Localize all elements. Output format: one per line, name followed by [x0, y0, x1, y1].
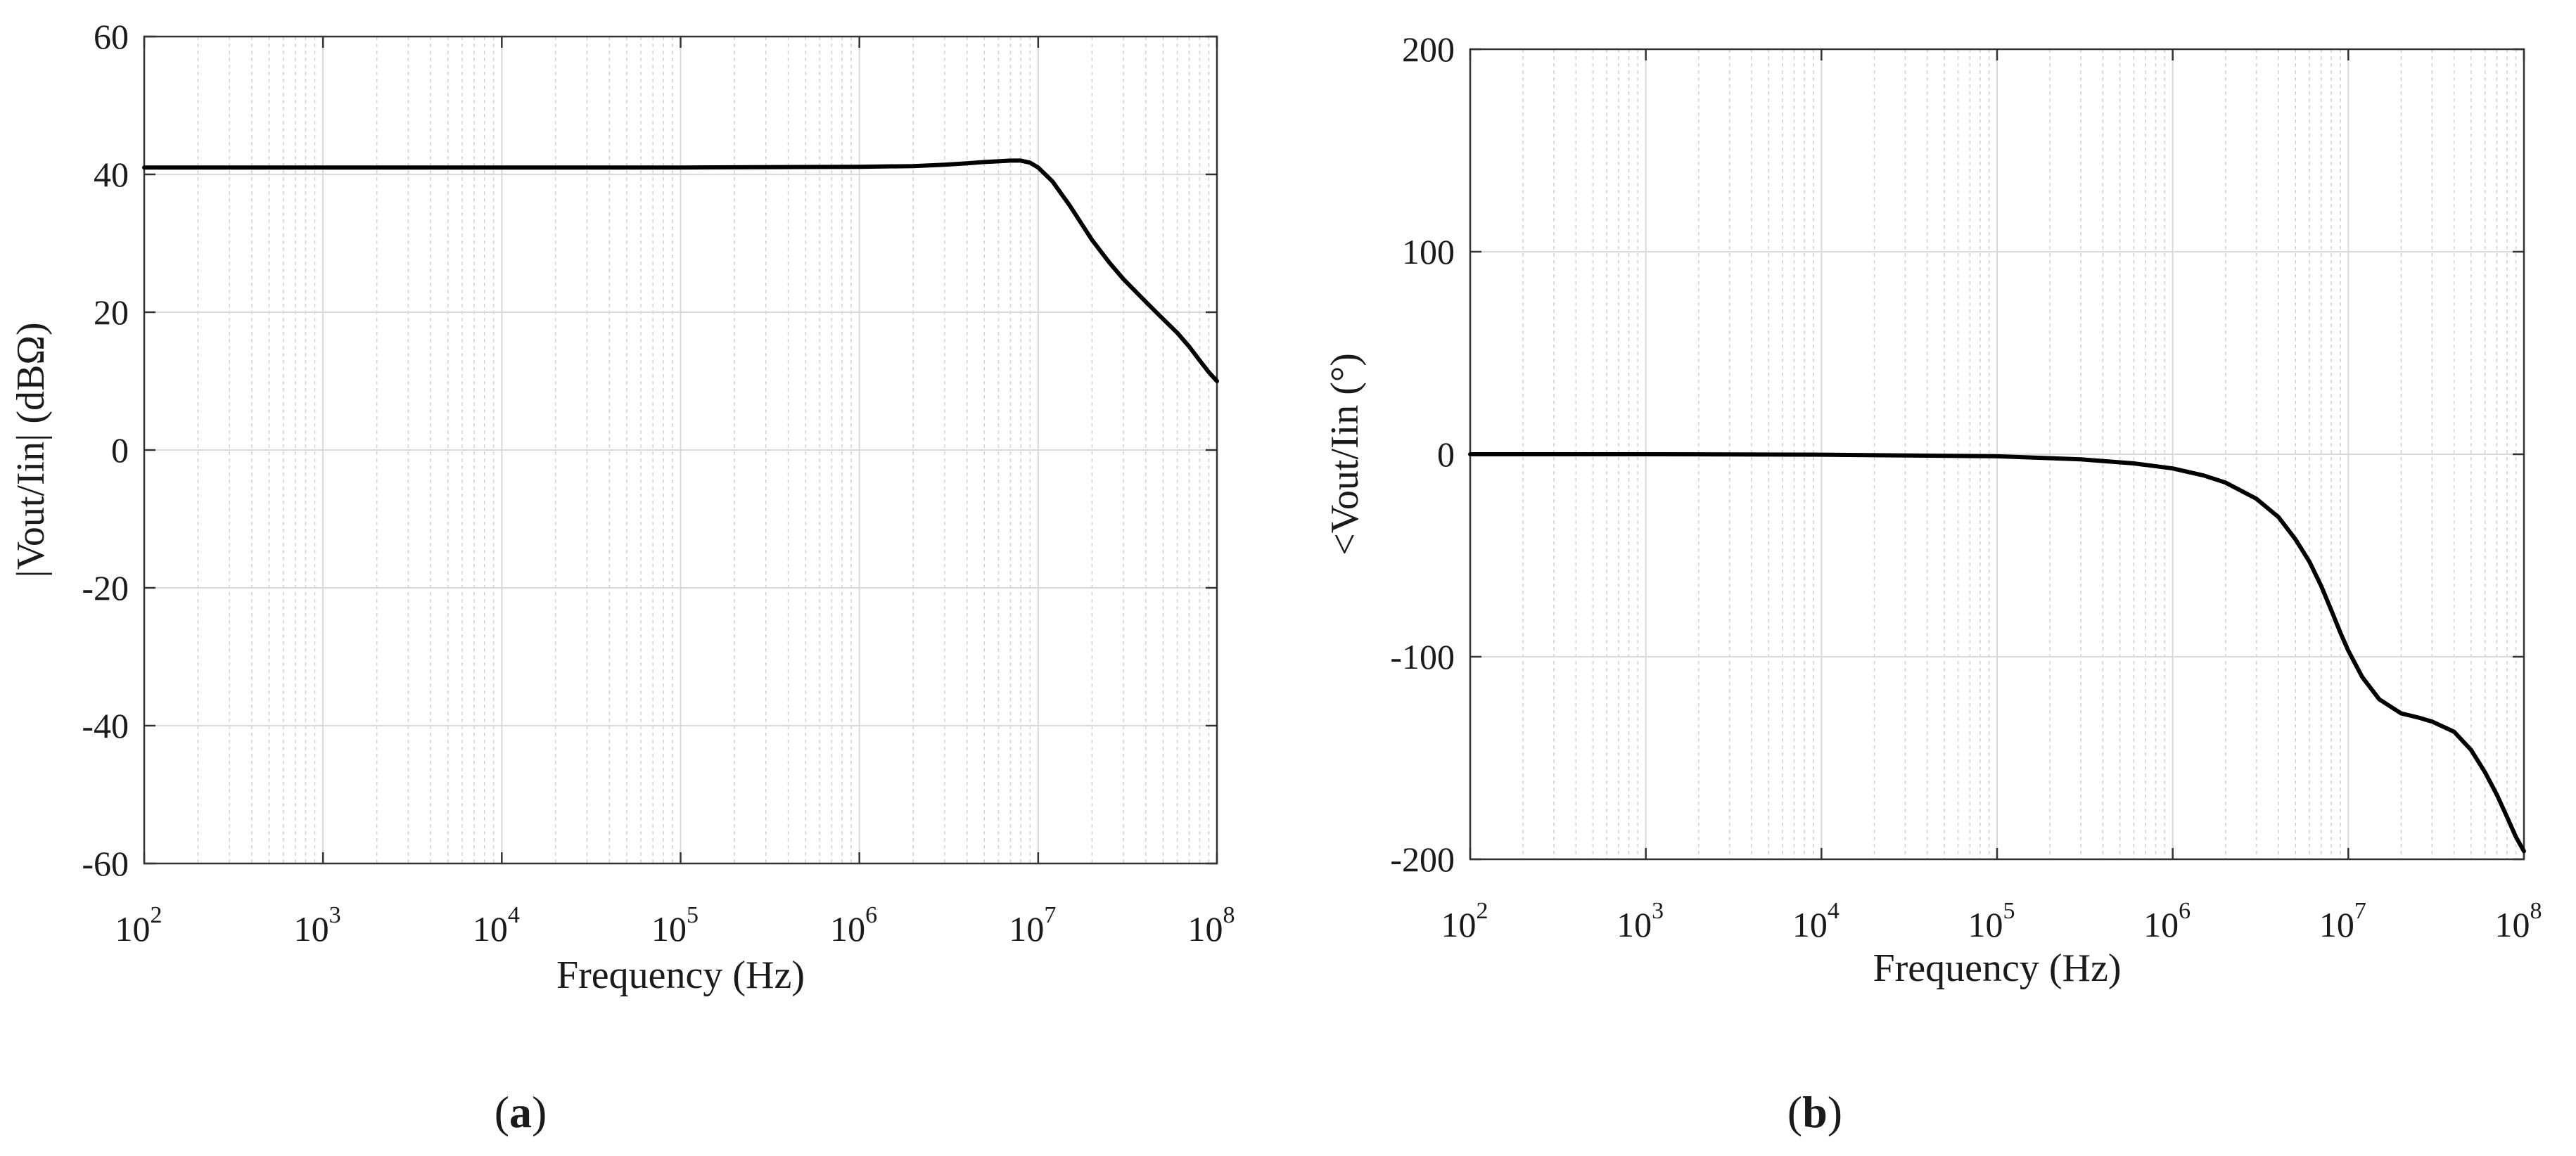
panel-label: (a) — [495, 1087, 547, 1137]
x-tick-label: 107 — [1009, 902, 1056, 949]
y-tick-label: 100 — [1402, 232, 1455, 271]
x-tick-label: 106 — [2143, 898, 2191, 944]
y-tick-label: 40 — [94, 155, 129, 194]
y-axis-title: <Vout/Iin (°) — [1323, 353, 1367, 555]
chart-panel-b: 102 103 104 105 106 107 108 -200 -100 0 100 200 Freq… — [1323, 30, 2542, 1137]
y-tick-label: 60 — [94, 17, 129, 56]
y-tick-label: 200 — [1402, 30, 1455, 69]
x-tick-label: 103 — [294, 902, 341, 949]
x-tick-label: 103 — [1617, 898, 1664, 944]
x-tick-label: 104 — [1792, 898, 1839, 944]
panel-label: (b) — [1787, 1087, 1842, 1137]
y-tick-label: 0 — [111, 430, 129, 470]
x-tick-label: 104 — [473, 902, 520, 949]
x-tick-label: 107 — [2319, 898, 2366, 944]
x-tick-label: 108 — [2495, 898, 2542, 944]
y-tick-label: -60 — [82, 844, 129, 883]
chart-panel-a: 102 103 104 105 106 107 108 -60 -40 -20 0 20 40 60 Fre… — [9, 17, 1235, 1137]
y-axis-title: |Vout/Iin| (dBΩ) — [9, 322, 53, 577]
series-line — [1468, 452, 2526, 854]
y-tick-label: -100 — [1390, 637, 1455, 676]
x-tick-label: 105 — [1968, 898, 2015, 944]
y-tick-label: 0 — [1437, 435, 1455, 474]
x-tick-label: 106 — [830, 902, 877, 949]
x-axis-title: Frequency (Hz) — [556, 953, 805, 997]
x-tick-label: 108 — [1188, 902, 1235, 949]
y-tick-label: -200 — [1390, 840, 1455, 879]
x-tick-label: 102 — [115, 902, 162, 949]
y-tick-label: 20 — [94, 293, 129, 332]
series-line — [142, 158, 1219, 383]
x-tick-label: 102 — [1441, 898, 1488, 944]
x-tick-label: 105 — [651, 902, 699, 949]
x-axis-title: Frequency (Hz) — [1873, 946, 2122, 990]
y-tick-label: -20 — [82, 568, 129, 608]
y-tick-label: -40 — [82, 706, 129, 745]
